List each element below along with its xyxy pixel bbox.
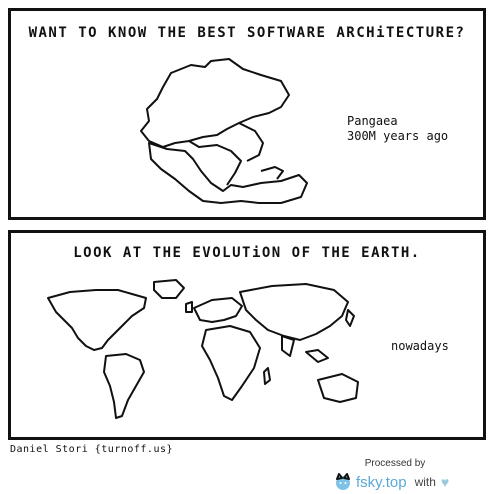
- pangaea-inner-divide: [188, 140, 242, 186]
- pangaea-east-fragment: [238, 122, 264, 162]
- cat-face-icon: [336, 473, 350, 490]
- southeast-asia-islands: [305, 349, 329, 363]
- author-credit: Daniel Stori {turnoff.us}: [10, 444, 174, 455]
- north-america-continent: [47, 289, 147, 351]
- heart-icon: ♥: [440, 474, 450, 490]
- comic-panel-top: WANT TO KNOW THE BEST SOFTWARE ARCHiTECT…: [8, 8, 486, 220]
- europe-continent: [193, 297, 243, 323]
- pangaea-label-line1: Pangaea: [347, 114, 398, 128]
- pangaea-coast-detail: [260, 166, 284, 180]
- greenland-island: [153, 279, 185, 299]
- madagascar-island: [263, 367, 271, 385]
- africa-continent: [201, 325, 261, 401]
- japan-islands: [345, 309, 355, 327]
- pangaea-label: Pangaea 300M years ago: [347, 114, 448, 144]
- with-text: with: [414, 475, 436, 489]
- nowadays-label: nowadays: [391, 339, 449, 353]
- pangaea-map: [140, 58, 308, 204]
- panel-top-caption: WANT TO KNOW THE BEST SOFTWARE ARCHiTECT…: [28, 25, 466, 41]
- brand-name: fsky.top: [356, 473, 407, 491]
- panel-bottom-caption: LOOK AT THE EVOLUTiON OF THE EARTH.: [73, 245, 421, 261]
- uk-islands: [185, 301, 193, 313]
- south-america-continent: [103, 353, 145, 419]
- pangaea-label-line2: 300M years ago: [347, 129, 449, 143]
- processed-by-text: Processed by: [364, 458, 426, 469]
- pangaea-south-landmass: [148, 142, 308, 204]
- asia-continent: [239, 283, 349, 341]
- australia-continent: [317, 373, 359, 403]
- watermark-brand-row: fsky.top with ♥: [334, 472, 449, 492]
- world-map: [47, 279, 359, 419]
- pangaea-north-landmass: [140, 58, 290, 148]
- india-peninsula: [281, 335, 295, 357]
- comic-panel-bottom: LOOK AT THE EVOLUTiON OF THE EARTH. nowa…: [8, 230, 486, 440]
